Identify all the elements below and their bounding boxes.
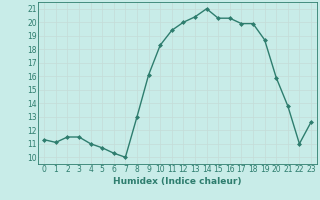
- X-axis label: Humidex (Indice chaleur): Humidex (Indice chaleur): [113, 177, 242, 186]
